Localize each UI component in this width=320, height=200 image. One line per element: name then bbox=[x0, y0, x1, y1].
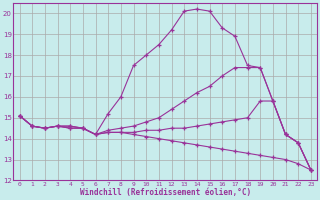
X-axis label: Windchill (Refroidissement éolien,°C): Windchill (Refroidissement éolien,°C) bbox=[80, 188, 251, 197]
